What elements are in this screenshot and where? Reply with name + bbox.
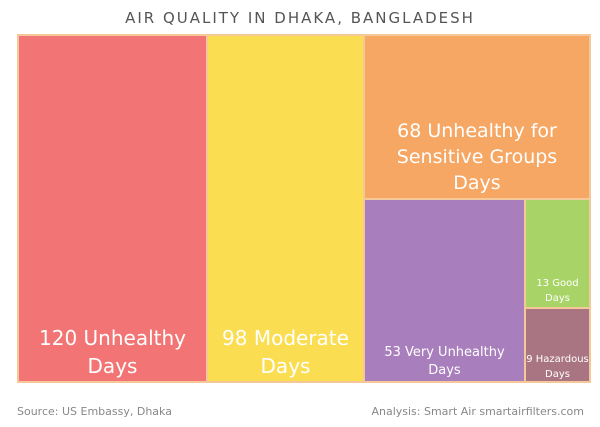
tile-label-unhealthy-for-sensitive-groups: 68 Unhealthy for Sensitive Groups Days (397, 120, 557, 194)
tile-hazardous (524, 307, 591, 383)
tile-good (524, 198, 591, 309)
tile-label-moderate: 98 Moderate Days (222, 326, 349, 378)
tile-unhealthy-for-sensitive-groups (363, 34, 591, 200)
tile-moderate (206, 34, 365, 383)
tile-label-hazardous: 9 Hazardous Days (526, 354, 589, 380)
tile-label-very-unhealthy: 53 Very Unhealthy Days (384, 345, 505, 378)
tile-very-unhealthy (363, 198, 526, 383)
tile-label-good: 13 Good Days (536, 278, 578, 304)
source-note: Source: US Embassy, Dhaka (17, 405, 172, 418)
tile-label-unhealthy: 120 Unhealthy Days (39, 326, 186, 378)
chart-title: AIR QUALITY IN DHAKA, BANGLADESH (125, 9, 475, 27)
analysis-note: Analysis: Smart Air smartairfilters.com (371, 405, 584, 418)
